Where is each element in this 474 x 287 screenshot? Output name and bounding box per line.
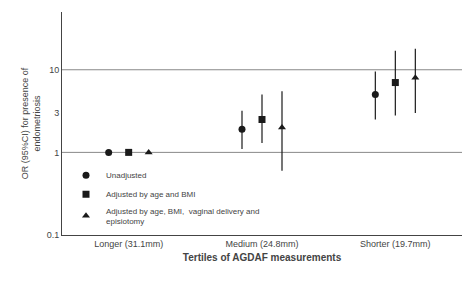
svg-text:0.1: 0.1 (47, 230, 60, 240)
svg-text:Medium (24.8mm): Medium (24.8mm) (225, 239, 298, 249)
svg-text:Unadjusted: Unadjusted (106, 171, 146, 180)
svg-text:Tertiles of AGDAF measurements: Tertiles of AGDAF measurements (183, 252, 342, 263)
svg-text:1: 1 (54, 148, 59, 158)
svg-text:10: 10 (49, 65, 59, 75)
svg-text:3: 3 (54, 108, 59, 118)
svg-text:Adjusted by age, BMI, vaginal: Adjusted by age, BMI, vaginal delivery a… (106, 207, 259, 226)
svg-text:Longer (31.1mm): Longer (31.1mm) (94, 239, 163, 249)
svg-text:Adjusted by age and BMI: Adjusted by age and BMI (106, 190, 195, 199)
svg-text:Shorter (19.7mm): Shorter (19.7mm) (360, 239, 431, 249)
svg-text:OR (95%CI) for presence ofendo: OR (95%CI) for presence ofendometriosis (20, 67, 42, 179)
